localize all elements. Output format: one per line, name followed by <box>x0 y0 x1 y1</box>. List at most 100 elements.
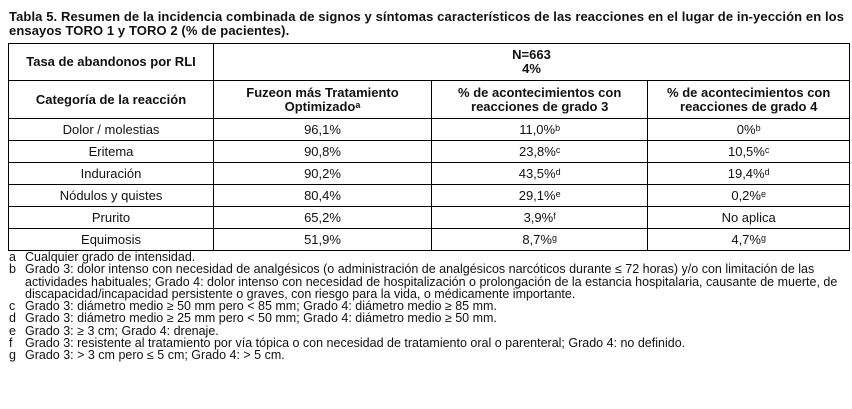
dropout-row: Tasa de abandonos por RLI N=663 4% <box>7 43 850 81</box>
row-fuzeon-value: 80,4% <box>304 187 341 203</box>
dropout-label: Tasa de abandonos por RLI <box>7 43 215 81</box>
row-grade3-value: 23,8% <box>518 143 556 159</box>
table-row: Nódulos y quistes 80,4% 29,1%e 0,2%e <box>7 184 850 207</box>
row-grade4-value-cell: No aplica <box>647 206 850 229</box>
row-grade4-value-cell: 0,2%e <box>647 184 850 207</box>
header-grade3: % de acontecimientos con reacciones de g… <box>430 80 649 119</box>
footnote-marker: c <box>9 299 16 314</box>
row-grade3-value-cell: 23,8%c <box>430 140 649 163</box>
row-category: Induración <box>80 165 142 181</box>
table-row: Equimosis 51,9% 8,7%g 4,7%g <box>7 228 850 251</box>
header-fuzeon-footnote-mark: a <box>355 99 361 110</box>
row-grade3-value-cell: 43,5%d <box>430 162 649 185</box>
row-grade3-value: 11,0% <box>519 121 556 137</box>
row-fuzeon-value-cell: 51,9% <box>213 228 432 251</box>
row-grade4-value: 10,5% <box>727 143 765 159</box>
row-grade4-value: 19,4% <box>727 165 765 181</box>
footnote-item: g Grado 3: > 3 cm pero ≤ 5 cm; Grado 4: >… <box>9 348 849 363</box>
footnote-item: f Grado 3: resistente al tratamiento por … <box>9 336 849 351</box>
row-category-cell: Dolor / molestias <box>7 118 215 141</box>
row-grade3-value-cell: 8,7%g <box>430 228 649 251</box>
row-category-cell: Induración <box>7 162 215 185</box>
table-body: Dolor / molestias 96,1% 11,0%b 0%b Eritema 90… <box>7 118 850 251</box>
footnote-mark: f <box>553 210 556 221</box>
footnotes: a Cualquier grado de intensidad. b Grado 3:… <box>9 251 849 362</box>
footnote-marker: d <box>9 311 16 326</box>
footnote-marker: e <box>9 323 16 338</box>
row-fuzeon-value: 65,2% <box>304 209 341 225</box>
footnote-marker: g <box>9 348 16 363</box>
row-category-cell: Equimosis <box>7 228 215 251</box>
footnote-mark: g <box>551 232 557 243</box>
row-fuzeon-value: 90,8% <box>304 143 341 159</box>
footnote-text: Grado 3: diámetro medio ≥ 50 mm pero < 8… <box>25 299 497 314</box>
footnote-text: Grado 3: ≥ 3 cm; Grado 4: drenaje. <box>25 323 219 338</box>
row-grade4-value: 0,2% <box>731 187 761 203</box>
footnote-mark: d <box>555 166 561 177</box>
header-row: Categoría de la reacción Fuzeon más Trat… <box>7 80 850 119</box>
header-category: Categoría de la reacción <box>7 80 215 119</box>
footnote-mark: e <box>555 188 561 199</box>
row-fuzeon-value-cell: 90,2% <box>213 162 432 185</box>
footnote-item: a Cualquier grado de intensidad. <box>9 250 849 264</box>
row-category: Nódulos y quistes <box>59 187 163 203</box>
footnote-marker: f <box>9 336 13 351</box>
row-grade4-value: No aplica <box>721 209 776 225</box>
footnote-item: d Grado 3: diámetro medio ≥ 25 mm pero < … <box>9 311 849 326</box>
row-category-cell: Eritema <box>7 140 215 163</box>
footnote-mark: e <box>760 188 766 199</box>
footnote-marker: b <box>9 262 16 277</box>
footnote-item: b Grado 3: dolor intenso con necesidad de… <box>9 263 849 300</box>
row-grade3-value-cell: 3,9%f <box>430 206 649 229</box>
row-grade3-value-cell: 29,1%e <box>430 184 649 207</box>
incidence-table: Tasa de abandonos por RLI N=663 4% Categ… <box>7 43 850 251</box>
row-fuzeon-value: 90,2% <box>304 165 341 181</box>
sample-size: N=663 <box>512 47 551 62</box>
row-category: Dolor / molestias <box>62 121 160 137</box>
footnote-item: c Grado 3: diámetro medio ≥ 50 mm pero < … <box>9 299 849 314</box>
footnote-text: Grado 3: resistente al tratamiento por v… <box>25 336 686 351</box>
footnote-mark: d <box>764 166 770 177</box>
row-grade3-value: 8,7% <box>522 231 552 247</box>
row-fuzeon-value-cell: 90,8% <box>213 140 432 163</box>
footnote-mark: b <box>755 122 761 133</box>
dropout-rate: 4% <box>522 61 541 76</box>
row-category: Equimosis <box>81 231 141 247</box>
row-fuzeon-value-cell: 65,2% <box>213 206 432 229</box>
row-grade3-value: 3,9% <box>523 209 554 225</box>
row-category-cell: Prurito <box>7 206 215 229</box>
row-category: Prurito <box>91 209 131 225</box>
row-grade4-value-cell: 0%b <box>647 118 850 141</box>
row-grade4-value-cell: 19,4%d <box>647 162 850 185</box>
row-grade4-value-cell: 10,5%c <box>647 140 850 163</box>
row-grade4-value: 4,7% <box>731 231 761 247</box>
footnote-marker: a <box>9 250 16 264</box>
row-grade3-value: 29,1% <box>518 187 556 203</box>
header-fuzeon-label: Fuzeon más Tratamiento Optimizado <box>246 84 399 114</box>
footnote-text: Cualquier grado de intensidad. <box>25 250 196 264</box>
table-row: Prurito 65,2% 3,9%f No aplica <box>7 206 850 229</box>
footnote-mark: c <box>764 144 770 155</box>
table-row: Eritema 90,8% 23,8%c 10,5%c <box>7 140 850 163</box>
row-fuzeon-value: 51,9% <box>304 231 341 247</box>
row-fuzeon-value-cell: 96,1% <box>213 118 432 141</box>
row-grade4-value: 0% <box>736 121 756 137</box>
footnote-mark: g <box>760 232 766 243</box>
row-grade4-value-cell: 4,7%g <box>647 228 850 251</box>
footnote-item: e Grado 3: ≥ 3 cm; Grado 4: drenaje. <box>9 323 849 338</box>
footnote-mark: b <box>555 122 561 133</box>
row-category: Eritema <box>88 143 134 159</box>
table-row: Dolor / molestias 96,1% 11,0%b 0%b <box>7 118 850 141</box>
row-category-cell: Nódulos y quistes <box>7 184 215 207</box>
table-row: Induración 90,2% 43,5%d 19,4%d <box>7 162 850 185</box>
row-fuzeon-value-cell: 80,4% <box>213 184 432 207</box>
footnote-text: Grado 3: diámetro medio ≥ 25 mm pero < 5… <box>25 311 497 326</box>
row-grade3-value: 43,5% <box>518 165 556 181</box>
header-grade4: % de acontecimientos con reacciones de g… <box>647 80 850 119</box>
row-fuzeon-value: 96,1% <box>304 121 341 137</box>
row-grade3-value-cell: 11,0%b <box>430 118 649 141</box>
dropout-value-cell: N=663 4% <box>213 43 850 81</box>
footnote-text: Grado 3: > 3 cm pero ≤ 5 cm; Grado 4: > … <box>25 348 285 363</box>
header-fuzeon: Fuzeon más Tratamiento Optimizadoa <box>213 80 432 119</box>
